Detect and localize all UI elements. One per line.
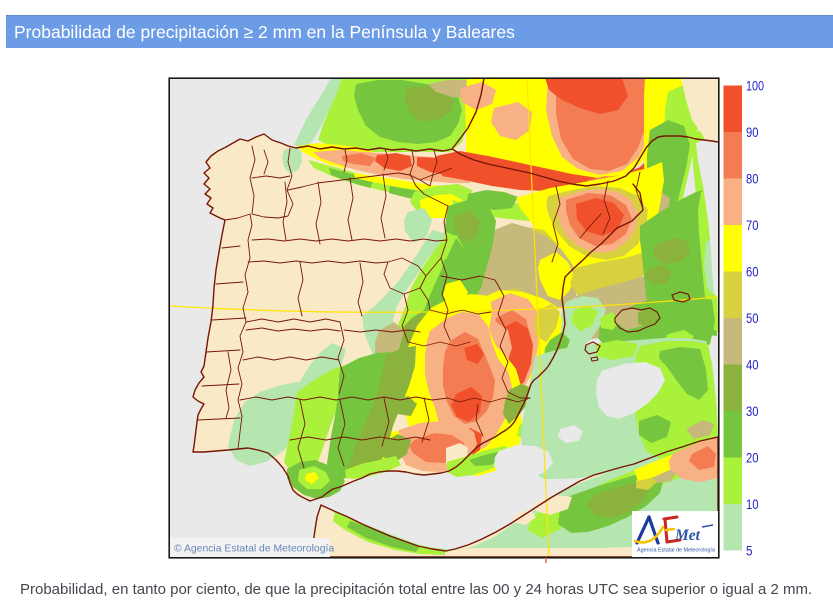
- svg-text:80: 80: [746, 171, 759, 187]
- svg-text:5: 5: [746, 543, 753, 559]
- svg-text:50: 50: [746, 310, 759, 326]
- svg-text:Met: Met: [674, 527, 701, 544]
- svg-text:70: 70: [746, 217, 759, 233]
- svg-text:20: 20: [746, 450, 759, 466]
- svg-text:© Agencia Estatal de Meteorol: © Agencia Estatal de Meteorología: [174, 544, 334, 555]
- svg-text:10: 10: [746, 496, 759, 512]
- svg-text:40: 40: [746, 357, 759, 373]
- svg-text:60: 60: [746, 264, 759, 280]
- svg-text:30: 30: [746, 403, 759, 419]
- svg-text:100: 100: [746, 78, 764, 94]
- svg-text:90: 90: [746, 124, 759, 140]
- svg-text:Agencia Estatal de Meteorologí: Agencia Estatal de Meteorología: [637, 548, 715, 554]
